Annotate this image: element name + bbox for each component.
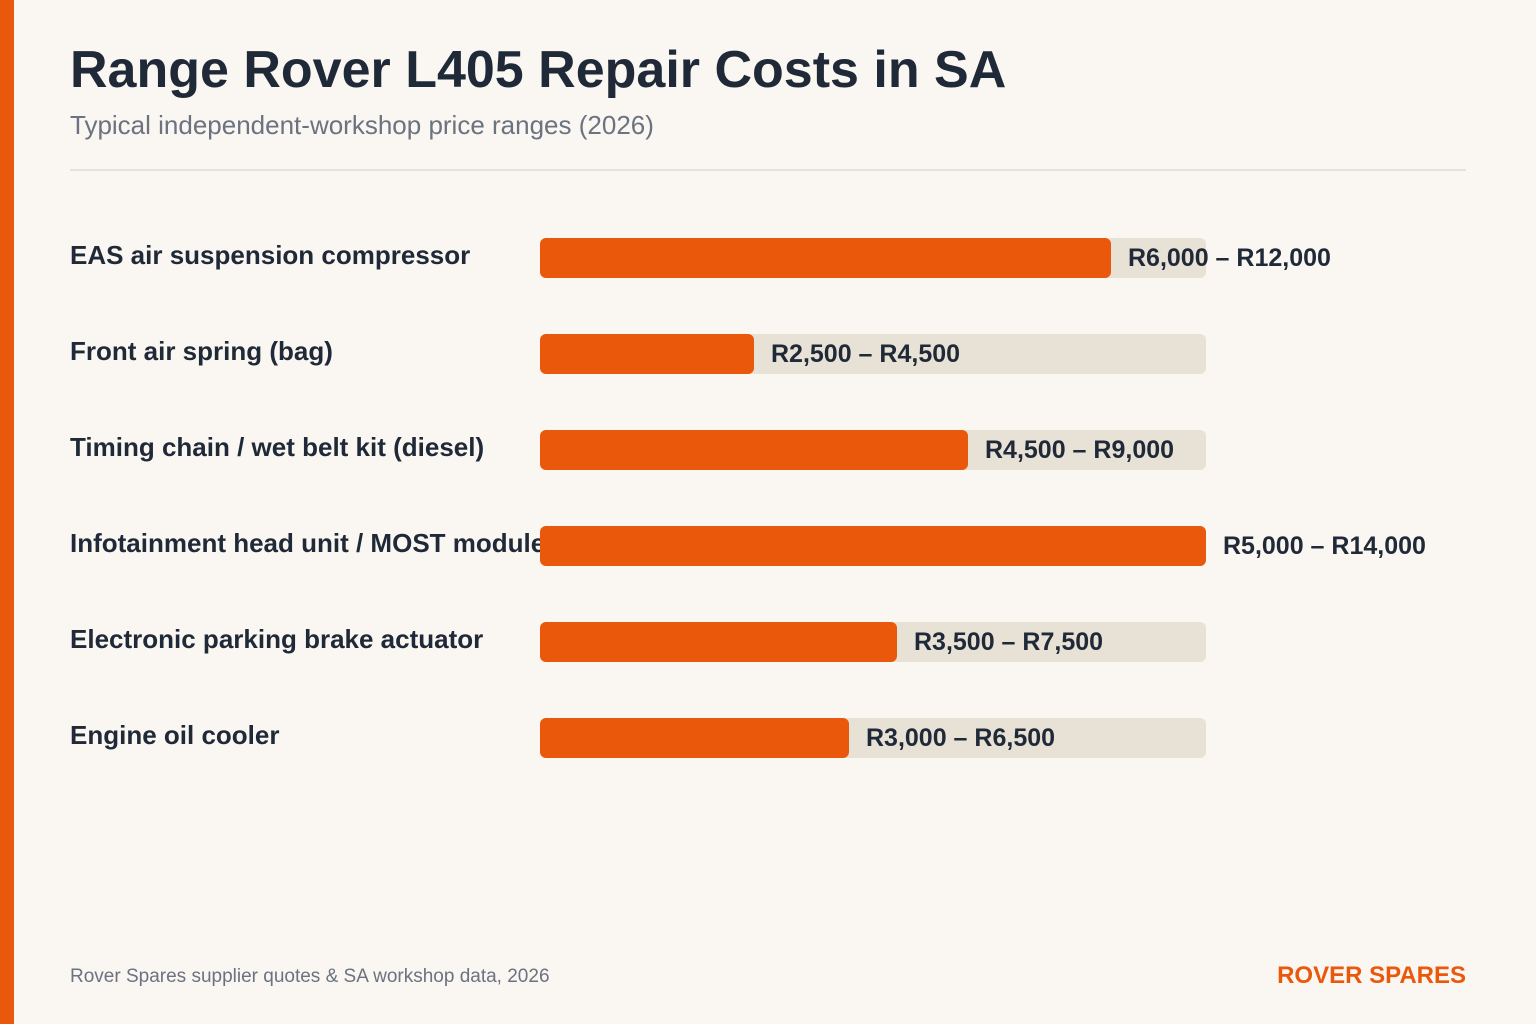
- category-label: Infotainment head unit / MOST module: [70, 528, 540, 558]
- accent-stripe: [0, 0, 14, 1024]
- source-note: Rover Spares supplier quotes & SA worksh…: [70, 966, 550, 987]
- bar: [540, 718, 849, 758]
- bar-row: Infotainment head unit / MOST module R5,0…: [0, 526, 1536, 566]
- bar: [540, 526, 1206, 566]
- header-divider: [70, 169, 1466, 171]
- bar: [540, 622, 897, 662]
- bar: [540, 430, 968, 470]
- value-label: R5,000 – R14,000: [1223, 532, 1426, 560]
- bar-row: Electronic parking brake actuator R3,500 …: [0, 622, 1536, 662]
- bar-row: Front air spring (bag) R2,500 – R4,500: [0, 334, 1536, 374]
- category-label: EAS air suspension compressor: [70, 240, 471, 270]
- value-label: R2,500 – R4,500: [771, 340, 961, 368]
- category-label: Engine oil cooler: [70, 720, 280, 750]
- category-label: Electronic parking brake actuator: [70, 624, 484, 654]
- bar-row: Timing chain / wet belt kit (diesel) R4,5…: [0, 430, 1536, 470]
- value-label: R4,500 – R9,000: [985, 436, 1175, 464]
- value-label: R3,500 – R7,500: [914, 628, 1104, 656]
- chart-subtitle: Typical independent-workshop price range…: [70, 110, 654, 140]
- value-label: R3,000 – R6,500: [866, 724, 1056, 752]
- brand-logo-text: ROVER SPARES: [1277, 962, 1466, 989]
- bar: [540, 334, 754, 374]
- category-label: Front air spring (bag): [70, 336, 333, 366]
- bar-row: EAS air suspension compressor R6,000 – R1…: [0, 238, 1536, 278]
- category-label: Timing chain / wet belt kit (diesel): [70, 432, 485, 462]
- value-label: R6,000 – R12,000: [1128, 244, 1331, 272]
- chart-title: Range Rover L405 Repair Costs in SA: [70, 41, 1007, 99]
- bar-row: Engine oil cooler R3,000 – R6,500: [0, 718, 1536, 758]
- bar: [540, 238, 1111, 278]
